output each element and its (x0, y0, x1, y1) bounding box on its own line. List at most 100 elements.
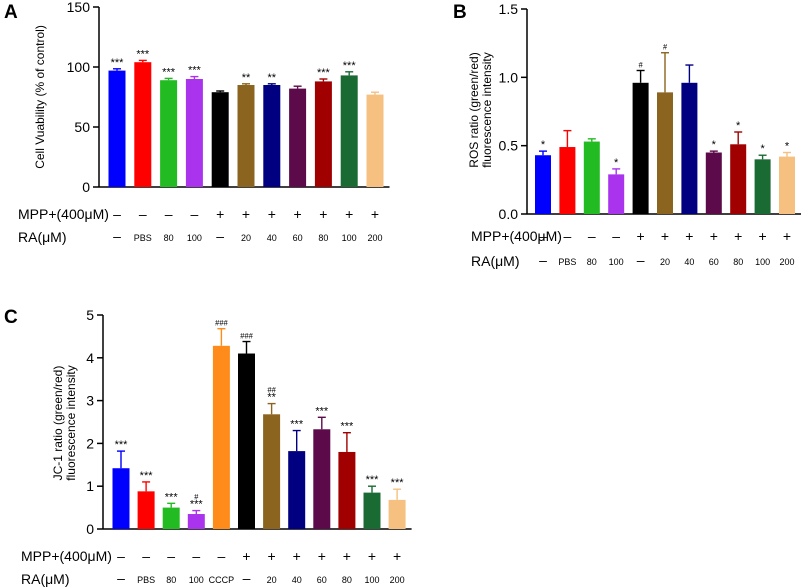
y-axis-label: ROS ratio (green/red)fluorescence intens… (467, 52, 494, 167)
mpp-condition: + (293, 548, 301, 564)
mpp-condition: + (242, 548, 250, 564)
mpp-condition: + (734, 228, 742, 244)
mpp-condition: + (371, 206, 379, 222)
mpp-row-label: MPP+(400μM) (471, 228, 562, 244)
y-tick-label: 0 (82, 179, 90, 195)
ra-condition: PBS (137, 575, 155, 585)
mpp-condition: + (393, 548, 401, 564)
ra-condition: 80 (164, 233, 174, 243)
panel-letter: A (4, 2, 18, 23)
y-tick-label: 1.5 (499, 1, 519, 17)
bar (340, 75, 358, 187)
y-axis-label-line: fluorescence intensity (480, 52, 494, 167)
ra-condition: 200 (390, 575, 405, 585)
bar (212, 345, 230, 529)
y-tick-label: 50 (74, 119, 90, 135)
significance-stars: ** (267, 392, 276, 404)
significance-stars: *** (343, 60, 357, 72)
y-tick-label: 150 (67, 0, 91, 15)
mpp-condition: – (564, 228, 572, 244)
y-tick-label: 1 (86, 478, 94, 494)
significance-hash: ## (267, 385, 276, 395)
significance-stars: *** (111, 57, 125, 69)
bar (705, 152, 722, 214)
ra-condition: 100 (189, 575, 204, 585)
ra-condition: 40 (267, 233, 277, 243)
ra-condition: 20 (241, 233, 251, 243)
mpp-condition: + (759, 228, 767, 244)
ra-condition: 40 (292, 575, 302, 585)
panel-letter: C (4, 307, 18, 328)
significance-hash: ### (240, 331, 254, 341)
bar (134, 62, 152, 188)
ra-condition: – (113, 228, 121, 244)
bar (363, 492, 381, 529)
bar (288, 451, 306, 529)
mpp-condition: – (117, 548, 125, 564)
bar (583, 141, 600, 214)
significance-stars: *** (190, 499, 204, 511)
ra-condition: 80 (318, 233, 328, 243)
bar (137, 491, 155, 529)
bar (366, 94, 384, 187)
y-axis-label-line: fluorescence intensity (64, 365, 78, 480)
ra-condition: 80 (342, 575, 352, 585)
bar (108, 70, 126, 187)
significance-hash: # (663, 42, 668, 52)
significance-hash: # (194, 492, 199, 502)
mpp-condition: – (588, 228, 596, 244)
mpp-condition: – (165, 206, 173, 222)
significance-stars: *** (315, 405, 329, 417)
ra-condition: 80 (587, 257, 597, 267)
mpp-condition: + (637, 228, 645, 244)
mpp-condition: – (139, 206, 147, 222)
ra-condition: 20 (660, 257, 670, 267)
bar (162, 507, 180, 529)
significance-stars: *** (165, 491, 179, 503)
significance-stars: *** (340, 421, 354, 433)
y-axis-label-line: JC-1 ratio (green/red) (51, 366, 65, 481)
significance-stars: ** (268, 72, 277, 84)
ra-row-label: RA(μM) (21, 571, 70, 587)
bar (237, 85, 255, 187)
bar (559, 147, 576, 214)
significance-stars: *** (162, 66, 176, 78)
significance-stars: *** (140, 470, 154, 482)
bar (263, 85, 281, 187)
panel-a: A 0 50 100 150 Cell Vuability (% of control) M… (4, 0, 390, 245)
ra-condition: 60 (293, 233, 303, 243)
significance-hash: ### (215, 318, 229, 328)
mpp-condition: – (142, 548, 150, 564)
mpp-condition: + (710, 228, 718, 244)
bar (338, 451, 356, 529)
mpp-condition: + (783, 228, 791, 244)
y-tick-label: 0.5 (499, 138, 519, 154)
ra-condition: CCCP (209, 575, 235, 585)
significance-stars: *** (391, 477, 405, 489)
significance-stars: ** (242, 72, 251, 84)
mpp-condition: + (345, 206, 353, 222)
bar (632, 82, 649, 214)
panel-b: B 0.0 0.5 1.0 1.5 ROS ratio (green/red)fluore… (453, 1, 801, 269)
panel-letter: B (453, 2, 467, 23)
bar (211, 92, 229, 187)
ra-condition: 100 (187, 233, 202, 243)
ra-condition: – (216, 228, 224, 244)
significance-stars: *** (366, 474, 380, 486)
ra-row-label: RA(μM) (471, 253, 520, 269)
bar (657, 92, 673, 214)
ra-row-label: RA(μM) (18, 229, 67, 245)
bar (535, 155, 551, 214)
ra-condition: 100 (609, 257, 624, 267)
ra-condition: 20 (267, 575, 277, 585)
ra-condition: 200 (779, 257, 794, 267)
significance-stars: * (541, 139, 546, 151)
mpp-condition: + (685, 228, 693, 244)
significance-stars: *** (317, 67, 331, 79)
ra-condition: PBS (134, 233, 152, 243)
mpp-condition: + (294, 206, 302, 222)
mpp-condition: + (318, 548, 326, 564)
mpp-condition: – (539, 228, 547, 244)
significance-hash: # (638, 60, 643, 70)
